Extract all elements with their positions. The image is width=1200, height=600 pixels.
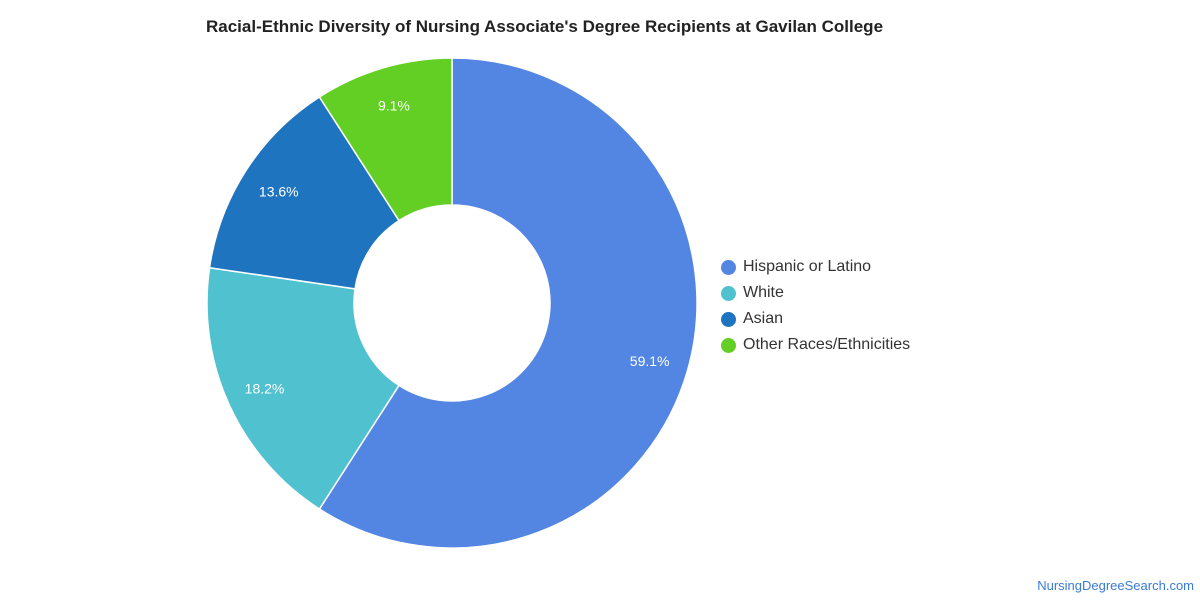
legend-label: Asian (743, 310, 784, 327)
legend-swatch-icon (721, 337, 736, 353)
legend-label: White (743, 284, 784, 301)
legend-item[interactable]: Hispanic or Latino (721, 254, 910, 280)
legend-item[interactable]: Other Races/Ethnicities (721, 332, 910, 358)
legend-item[interactable]: White (721, 280, 910, 306)
chart-legend: Hispanic or Latino White Asian Other Races/… (721, 254, 910, 358)
slice-asian[interactable] (208, 95, 401, 290)
slice-value-label: 9.1% (378, 97, 410, 113)
slice-white[interactable] (206, 266, 401, 511)
legend-swatch-icon (721, 285, 736, 301)
slice-value-label: 13.6% (259, 184, 299, 200)
legend-label: Other Races/Ethnicities (743, 336, 911, 353)
legend-item[interactable]: Asian (721, 306, 910, 332)
slice-value-label: 18.2% (245, 380, 285, 396)
slice-hispanic-or-latino[interactable] (318, 57, 698, 549)
legend-swatch-icon (721, 259, 736, 275)
slice-other-races-ethnicities[interactable] (318, 57, 453, 222)
legend-label: Hispanic or Latino (743, 258, 872, 275)
slice-value-label: 59.1% (630, 353, 670, 369)
slice-labels: 59.1% 18.2% 13.6% 9.1% (245, 97, 670, 396)
donut-slices (206, 57, 698, 549)
legend-swatch-icon (721, 311, 736, 327)
source-watermark[interactable]: NursingDegreeSearch.com (1037, 578, 1194, 593)
chart-title: Racial-Ethnic Diversity of Nursing Assoc… (206, 17, 884, 36)
